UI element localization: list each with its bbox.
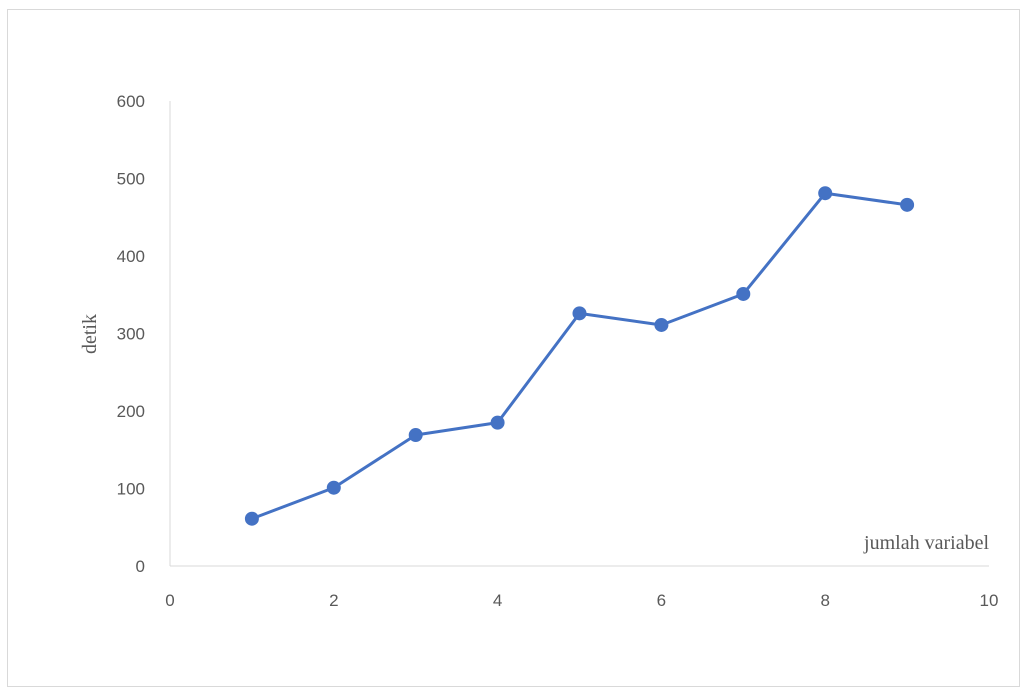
data-point [244,511,259,526]
y-axis-title: detik [79,314,101,354]
y-tick-label: 600 [117,92,145,111]
data-point [326,480,341,495]
y-tick-label: 100 [117,480,145,499]
x-tick-label: 4 [493,591,502,610]
axes [169,101,989,567]
x-tick-label: 6 [657,591,666,610]
y-tick-label: 400 [117,247,145,266]
data-point [900,197,915,212]
x-tick-label: 8 [820,591,829,610]
y-tick-label: 200 [117,402,145,421]
series-line [251,191,908,521]
y-tick-label: 0 [136,557,145,576]
data-point [818,186,833,201]
data-point [408,428,423,443]
chart-area [7,9,1020,687]
data-point [490,415,505,430]
x-tick-label: 2 [329,591,338,610]
x-tick-labels: 0 2 4 6 8 10 [165,591,998,610]
y-tick-labels: 0 100 200 300 400 500 600 [117,92,145,576]
series-layer [244,186,915,526]
data-point [654,317,669,332]
data-point [572,306,587,321]
data-point [736,286,751,301]
x-tick-label: 0 [165,591,174,610]
y-tick-label: 500 [117,170,145,189]
x-axis-title: jumlah variabel [863,532,989,554]
x-tick-label: 10 [980,591,999,610]
y-tick-label: 300 [117,325,145,344]
